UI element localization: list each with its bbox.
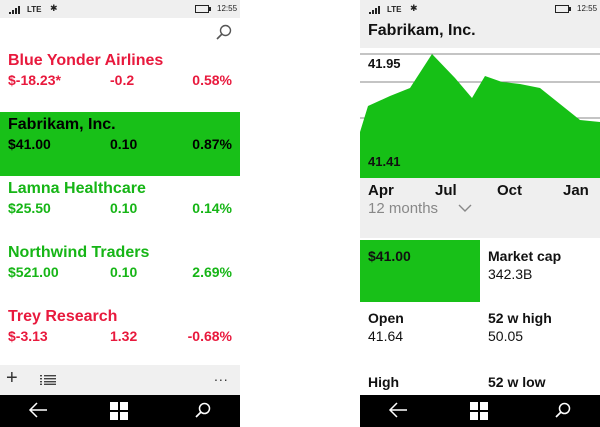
stock-name: Lamna Healthcare [8,180,146,198]
price-chart[interactable]: 41.95 41.41 [360,48,600,178]
tile-label: Market cap [488,248,561,264]
stock-price: $41.00 [8,136,51,152]
range-selector[interactable]: 12 months [368,200,438,217]
open-tile: Open 41.64 [360,302,480,372]
stock-row-fabrikam[interactable]: Fabrikam, Inc. $41.00 0.10 0.87% [0,112,240,176]
windows-icon[interactable] [110,402,128,420]
stock-price: $25.50 [8,200,51,216]
axis-month: Jan [563,182,589,199]
high52-tile: 52 w high 50.05 [480,302,600,372]
search-row [0,18,240,48]
tile-label: 52 w high [488,310,552,326]
battery-icon [555,5,569,13]
stock-name: Fabrikam, Inc. [8,116,116,134]
stock-change: 0.10 [110,200,137,216]
signal-icon [9,5,21,14]
stock-name: Blue Yonder Airlines [8,52,163,70]
stock-percent: -0.68% [188,328,232,344]
axis-month: Apr [368,182,394,199]
list-icon[interactable] [40,375,56,385]
network-label: LTE [27,5,42,14]
stock-row-blue-yonder[interactable]: Blue Yonder Airlines $-18.23* -0.2 0.58% [0,48,240,112]
stock-change: 1.32 [110,328,137,344]
bluetooth-icon: ✱ [50,3,58,14]
network-label: LTE [387,5,402,14]
stock-price: $-18.23* [8,72,61,88]
windows-icon[interactable] [470,402,488,420]
nav-bar [360,395,600,427]
stock-percent: 2.69% [192,264,232,280]
chart-low-label: 41.41 [368,154,401,169]
company-header: Fabrikam, Inc. [360,18,600,48]
stock-percent: 0.14% [192,200,232,216]
search-icon[interactable] [195,402,211,418]
stock-percent: 0.87% [192,136,232,152]
nav-bar [0,395,240,427]
signal-icon [369,5,381,14]
bluetooth-icon: ✱ [410,3,418,14]
tile-value: 50.05 [488,328,523,344]
tile-label: High [368,374,399,390]
clock: 12:55 [217,4,237,13]
price-tile: $41.00 [360,240,480,310]
status-bar: LTE ✱ 12:55 [360,0,600,18]
tile-value: 342.3B [488,266,532,282]
stock-name: Trey Research [8,308,117,326]
back-icon[interactable] [388,402,408,418]
chart-high-label: 41.95 [368,56,401,71]
app-bar: + ... [0,365,240,395]
tile-value: 41.64 [368,328,403,344]
stock-change: -0.2 [110,72,134,88]
search-icon[interactable] [216,24,232,40]
search-icon[interactable] [555,402,571,418]
stock-row-northwind[interactable]: Northwind Traders $521.00 0.10 2.69% [0,240,240,304]
battery-icon [195,5,209,13]
stock-name: Northwind Traders [8,244,149,262]
tile-label: 52 w low [488,374,546,390]
stock-price: $521.00 [8,264,59,280]
more-icon[interactable]: ... [214,368,229,384]
stock-price: $-3.13 [8,328,48,344]
stock-change: 0.10 [110,136,137,152]
stock-list-screen: LTE ✱ 12:55 Blue Yonder Airlines $-18.23… [0,0,240,427]
back-icon[interactable] [28,402,48,418]
plus-icon[interactable]: + [6,368,18,388]
axis-month: Jul [435,182,457,199]
stock-row-lamna[interactable]: Lamna Healthcare $25.50 0.10 0.14% [0,176,240,240]
chevron-down-icon[interactable] [458,204,472,213]
axis-month: Oct [497,182,522,199]
tile-price: $41.00 [368,248,411,264]
chart-axis: Apr Jul Oct Jan 12 months [360,178,600,238]
stock-detail-screen: LTE ✱ 12:55 Fabrikam, Inc. 41.95 41.41 A… [360,0,600,427]
tile-label: Open [368,310,404,326]
stock-change: 0.10 [110,264,137,280]
clock: 12:55 [577,4,597,13]
stock-row-trey[interactable]: Trey Research $-3.13 1.32 -0.68% [0,304,240,368]
status-bar: LTE ✱ 12:55 [0,0,240,18]
market-cap-tile: Market cap 342.3B [480,240,600,310]
company-title: Fabrikam, Inc. [368,22,476,40]
stock-percent: 0.58% [192,72,232,88]
